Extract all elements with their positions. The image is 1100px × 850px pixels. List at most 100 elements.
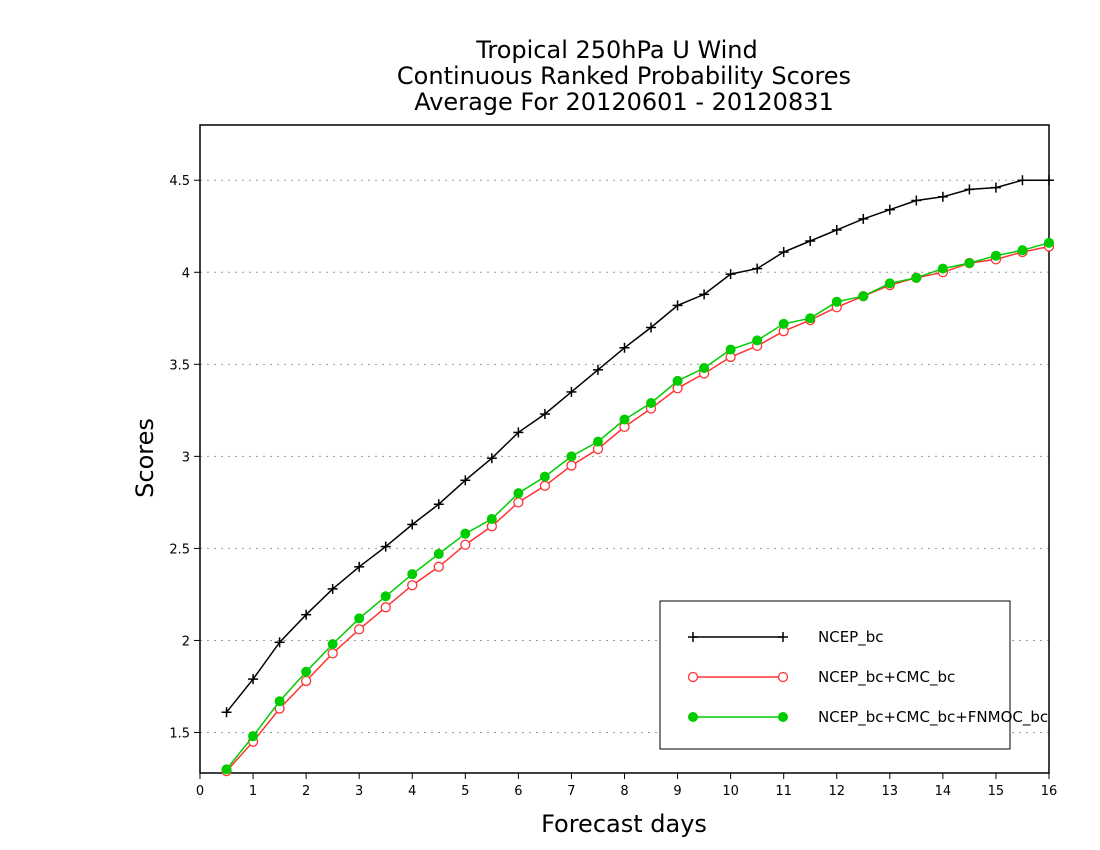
filled-circle-marker bbox=[672, 375, 683, 386]
filled-circle-marker bbox=[354, 613, 365, 624]
filled-circle-marker bbox=[486, 513, 497, 524]
series-line bbox=[225, 179, 1049, 713]
legend-label: NCEP_bc bbox=[818, 628, 884, 647]
x-tick-label: 14 bbox=[935, 784, 952, 799]
filled-circle-marker bbox=[460, 528, 471, 539]
plus-marker bbox=[486, 453, 497, 464]
plus-marker bbox=[327, 583, 338, 594]
x-tick-label: 15 bbox=[988, 784, 1005, 799]
plus-marker bbox=[937, 191, 948, 202]
filled-circle-marker bbox=[433, 548, 444, 559]
filled-circle-marker bbox=[831, 296, 842, 307]
plus-marker bbox=[433, 499, 444, 510]
filled-circle-marker bbox=[805, 313, 816, 324]
filled-circle-marker bbox=[688, 712, 698, 722]
y-tick-label: 3.5 bbox=[169, 358, 190, 373]
legend-box bbox=[659, 600, 1011, 750]
open-circle-marker bbox=[687, 671, 699, 683]
y-axis-ticks: 1.5 2 2.5 3 3.5 4 4.5 bbox=[169, 174, 200, 742]
plus-marker bbox=[831, 224, 842, 235]
plus-marker bbox=[672, 300, 683, 311]
plus-marker bbox=[407, 519, 418, 530]
x-tick-label: 9 bbox=[673, 784, 681, 799]
plus-marker bbox=[858, 213, 869, 224]
filled-circle-marker bbox=[778, 712, 788, 722]
x-tick-label: 11 bbox=[775, 784, 792, 799]
title-line-3: Average For 20120601 - 20120831 bbox=[414, 88, 834, 116]
legend-label: NCEP_bc+CMC_bc+FNMOC_bc bbox=[818, 708, 1048, 727]
plus-marker bbox=[688, 632, 698, 642]
x-axis-label: Forecast days bbox=[541, 810, 707, 838]
filled-circle-marker bbox=[752, 335, 763, 346]
open-circle-marker bbox=[300, 675, 312, 687]
filled-circle-marker bbox=[380, 591, 391, 602]
x-tick-label: 0 bbox=[196, 784, 204, 799]
filled-circle-marker bbox=[513, 488, 524, 499]
filled-circle-marker bbox=[1044, 237, 1054, 248]
plus-marker bbox=[1044, 175, 1054, 186]
x-tick-label: 4 bbox=[408, 784, 416, 799]
plus-marker bbox=[566, 386, 577, 397]
plus-marker bbox=[778, 632, 788, 642]
filled-circle-marker bbox=[646, 397, 657, 408]
open-circle-marker bbox=[566, 460, 577, 471]
filled-circle-marker bbox=[248, 731, 259, 742]
legend-label: NCEP_bc+CMC_bc bbox=[818, 668, 955, 687]
y-tick-label: 1.5 bbox=[169, 727, 190, 742]
x-tick-label: 1 bbox=[249, 784, 257, 799]
plus-marker bbox=[964, 184, 975, 195]
legend-entry: NCEP_bc+CMC_bc bbox=[687, 668, 955, 687]
filled-circle-marker bbox=[221, 764, 232, 775]
plus-marker bbox=[274, 637, 285, 648]
filled-circle-marker bbox=[858, 291, 869, 302]
legend-entry: NCEP_bc bbox=[688, 628, 884, 647]
filled-circle-marker bbox=[407, 569, 418, 580]
y-axis-label: Scores bbox=[131, 418, 159, 498]
open-circle-marker bbox=[354, 624, 365, 635]
plus-marker bbox=[592, 364, 603, 375]
open-circle-marker bbox=[777, 671, 789, 683]
x-tick-label: 16 bbox=[1041, 784, 1058, 799]
x-tick-label: 2 bbox=[302, 784, 310, 799]
legend-entry: NCEP_bc+CMC_bc+FNMOC_bc bbox=[688, 708, 1048, 727]
filled-circle-marker bbox=[964, 258, 975, 269]
y-tick-label: 2 bbox=[182, 634, 190, 649]
title-line-2: Continuous Ranked Probability Scores bbox=[397, 62, 851, 90]
filled-circle-marker bbox=[911, 272, 922, 283]
filled-circle-marker bbox=[566, 451, 577, 462]
chart-title: Tropical 250hPa U Wind Continuous Ranked… bbox=[397, 36, 851, 116]
x-tick-label: 3 bbox=[355, 784, 363, 799]
filled-circle-marker bbox=[778, 318, 789, 329]
plus-marker bbox=[301, 609, 312, 620]
filled-circle-marker bbox=[539, 471, 550, 482]
plus-marker bbox=[911, 195, 922, 206]
filled-circle-marker bbox=[699, 363, 710, 373]
open-circle-marker bbox=[407, 580, 418, 591]
y-tick-label: 4 bbox=[182, 266, 190, 281]
plus-marker bbox=[513, 427, 524, 438]
x-tick-label: 10 bbox=[722, 784, 739, 799]
plus-marker bbox=[778, 247, 789, 258]
x-tick-label: 6 bbox=[514, 784, 522, 799]
filled-circle-marker bbox=[327, 639, 338, 650]
open-circle-marker bbox=[433, 561, 444, 572]
plus-marker bbox=[1017, 175, 1028, 186]
y-tick-label: 4.5 bbox=[169, 174, 190, 189]
x-axis-ticks: 0 1 2 3 4 5 6 7 8 9 10 11 12 13 14 15 16 bbox=[196, 773, 1057, 799]
plus-marker bbox=[619, 342, 630, 353]
series-lines bbox=[221, 175, 1055, 777]
plus-marker bbox=[460, 475, 471, 486]
plus-marker bbox=[539, 409, 550, 420]
series-1 bbox=[221, 175, 1054, 718]
plus-marker bbox=[884, 204, 895, 215]
open-circle-marker bbox=[380, 602, 391, 613]
filled-circle-marker bbox=[1017, 245, 1028, 256]
x-tick-label: 7 bbox=[567, 784, 575, 799]
x-tick-label: 8 bbox=[620, 784, 628, 799]
open-circle-marker bbox=[539, 480, 551, 491]
filled-circle-marker bbox=[592, 436, 603, 447]
filled-circle-marker bbox=[990, 250, 1001, 261]
x-tick-label: 12 bbox=[828, 784, 845, 799]
plus-marker bbox=[805, 235, 816, 246]
